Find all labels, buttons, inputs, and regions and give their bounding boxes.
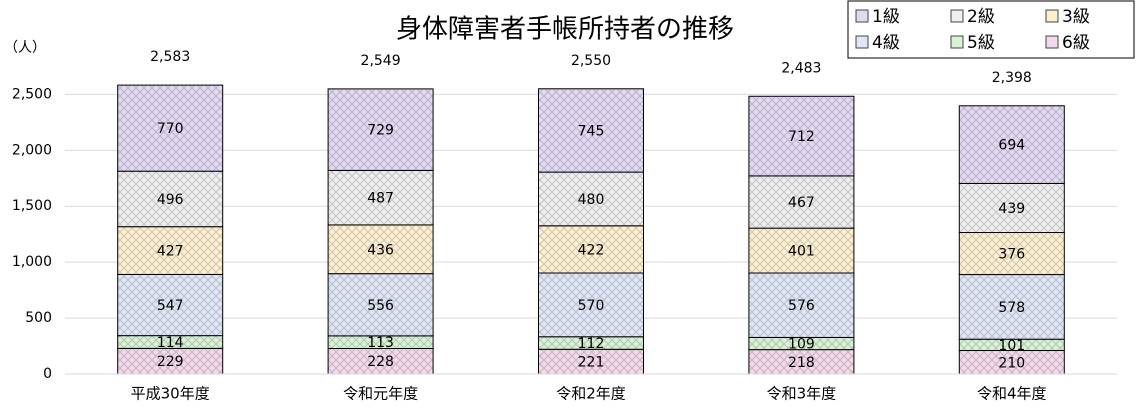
data-label: 576 <box>788 298 815 314</box>
bar-segment <box>958 232 1065 276</box>
data-label: 694 <box>998 138 1025 154</box>
y-tick-label: 2,500 <box>12 86 52 102</box>
data-label: 109 <box>788 337 815 353</box>
legend-box <box>847 0 1135 59</box>
data-label: 229 <box>157 354 184 370</box>
data-label: 422 <box>578 242 605 258</box>
legend-swatch <box>950 35 964 49</box>
y-unit: （人） <box>4 40 46 56</box>
data-label: 401 <box>788 244 815 260</box>
bar-segment <box>958 182 1065 234</box>
legend-swatch <box>950 9 964 23</box>
legend-swatch <box>1045 35 1059 49</box>
bar-segment <box>117 84 224 172</box>
data-label: 376 <box>998 247 1025 263</box>
y-tick-label: 0 <box>43 366 52 382</box>
total-label: 2,583 <box>150 49 190 65</box>
data-label: 210 <box>998 355 1025 371</box>
bar-segment <box>117 273 224 337</box>
data-label: 729 <box>367 123 394 139</box>
x-tick-label: 令和4年度 <box>977 385 1047 403</box>
legend-swatch <box>855 35 869 49</box>
bar-segment <box>958 274 1065 340</box>
data-label: 480 <box>578 192 605 208</box>
data-label: 221 <box>578 355 605 371</box>
data-label: 228 <box>367 354 394 370</box>
bar-segment <box>748 175 855 229</box>
bar-segment <box>748 272 855 338</box>
total-label: 2,398 <box>992 70 1032 86</box>
bar-segment <box>538 88 644 173</box>
legend-label: 6級 <box>1062 33 1090 53</box>
bar-segment <box>538 225 644 274</box>
total-label: 2,550 <box>571 53 611 69</box>
data-label: 578 <box>998 300 1025 316</box>
data-label: 439 <box>998 201 1025 217</box>
bar-segment <box>538 348 644 375</box>
legend-swatch <box>855 9 869 23</box>
x-tick-label: 令和2年度 <box>556 385 626 403</box>
bar-segment <box>538 171 644 227</box>
data-label: 114 <box>157 335 184 351</box>
data-label: 101 <box>998 338 1025 354</box>
bar-segment <box>117 226 224 275</box>
y-tick-label: 1,500 <box>12 198 52 214</box>
bar-segment <box>117 347 224 375</box>
bar-segment <box>748 227 855 274</box>
data-label: 487 <box>367 191 394 207</box>
data-label: 770 <box>157 121 184 137</box>
bar-segment <box>117 170 224 228</box>
bar-segment <box>327 88 434 171</box>
legend-label: 1級 <box>872 7 900 27</box>
data-label: 436 <box>367 242 394 258</box>
total-label: 2,483 <box>781 60 821 76</box>
data-label: 570 <box>578 298 605 314</box>
bar-segment <box>538 272 644 338</box>
y-tick-label: 1,000 <box>12 254 52 270</box>
data-label: 218 <box>788 355 815 371</box>
legend-label: 3級 <box>1062 7 1090 27</box>
data-label: 467 <box>788 195 815 211</box>
data-label: 113 <box>367 335 394 351</box>
x-tick-label: 平成30年度 <box>131 385 210 403</box>
chart-title: 身体障害者手帳所持者の推移 <box>396 15 734 45</box>
x-tick-label: 令和3年度 <box>767 385 837 403</box>
legend-swatch <box>1045 9 1059 23</box>
data-label: 547 <box>157 298 184 314</box>
bar-segment <box>748 349 855 375</box>
data-label: 745 <box>578 123 605 139</box>
data-label: 427 <box>157 244 184 260</box>
bar-segment <box>327 273 434 337</box>
data-label: 112 <box>578 336 605 352</box>
legend-label: 4級 <box>872 33 900 53</box>
data-label: 496 <box>157 192 184 208</box>
bar-segment <box>748 95 855 177</box>
data-label: 712 <box>788 129 815 145</box>
x-tick-label: 令和元年度 <box>343 385 418 403</box>
bar-segment <box>958 105 1065 184</box>
data-label: 556 <box>367 298 394 314</box>
y-tick-label: 500 <box>25 310 52 326</box>
total-label: 2,549 <box>361 53 401 69</box>
y-tick-label: 2,000 <box>12 142 52 158</box>
legend-label: 5級 <box>967 33 995 53</box>
bar-segment <box>327 169 434 226</box>
legend-label: 2級 <box>967 7 995 27</box>
